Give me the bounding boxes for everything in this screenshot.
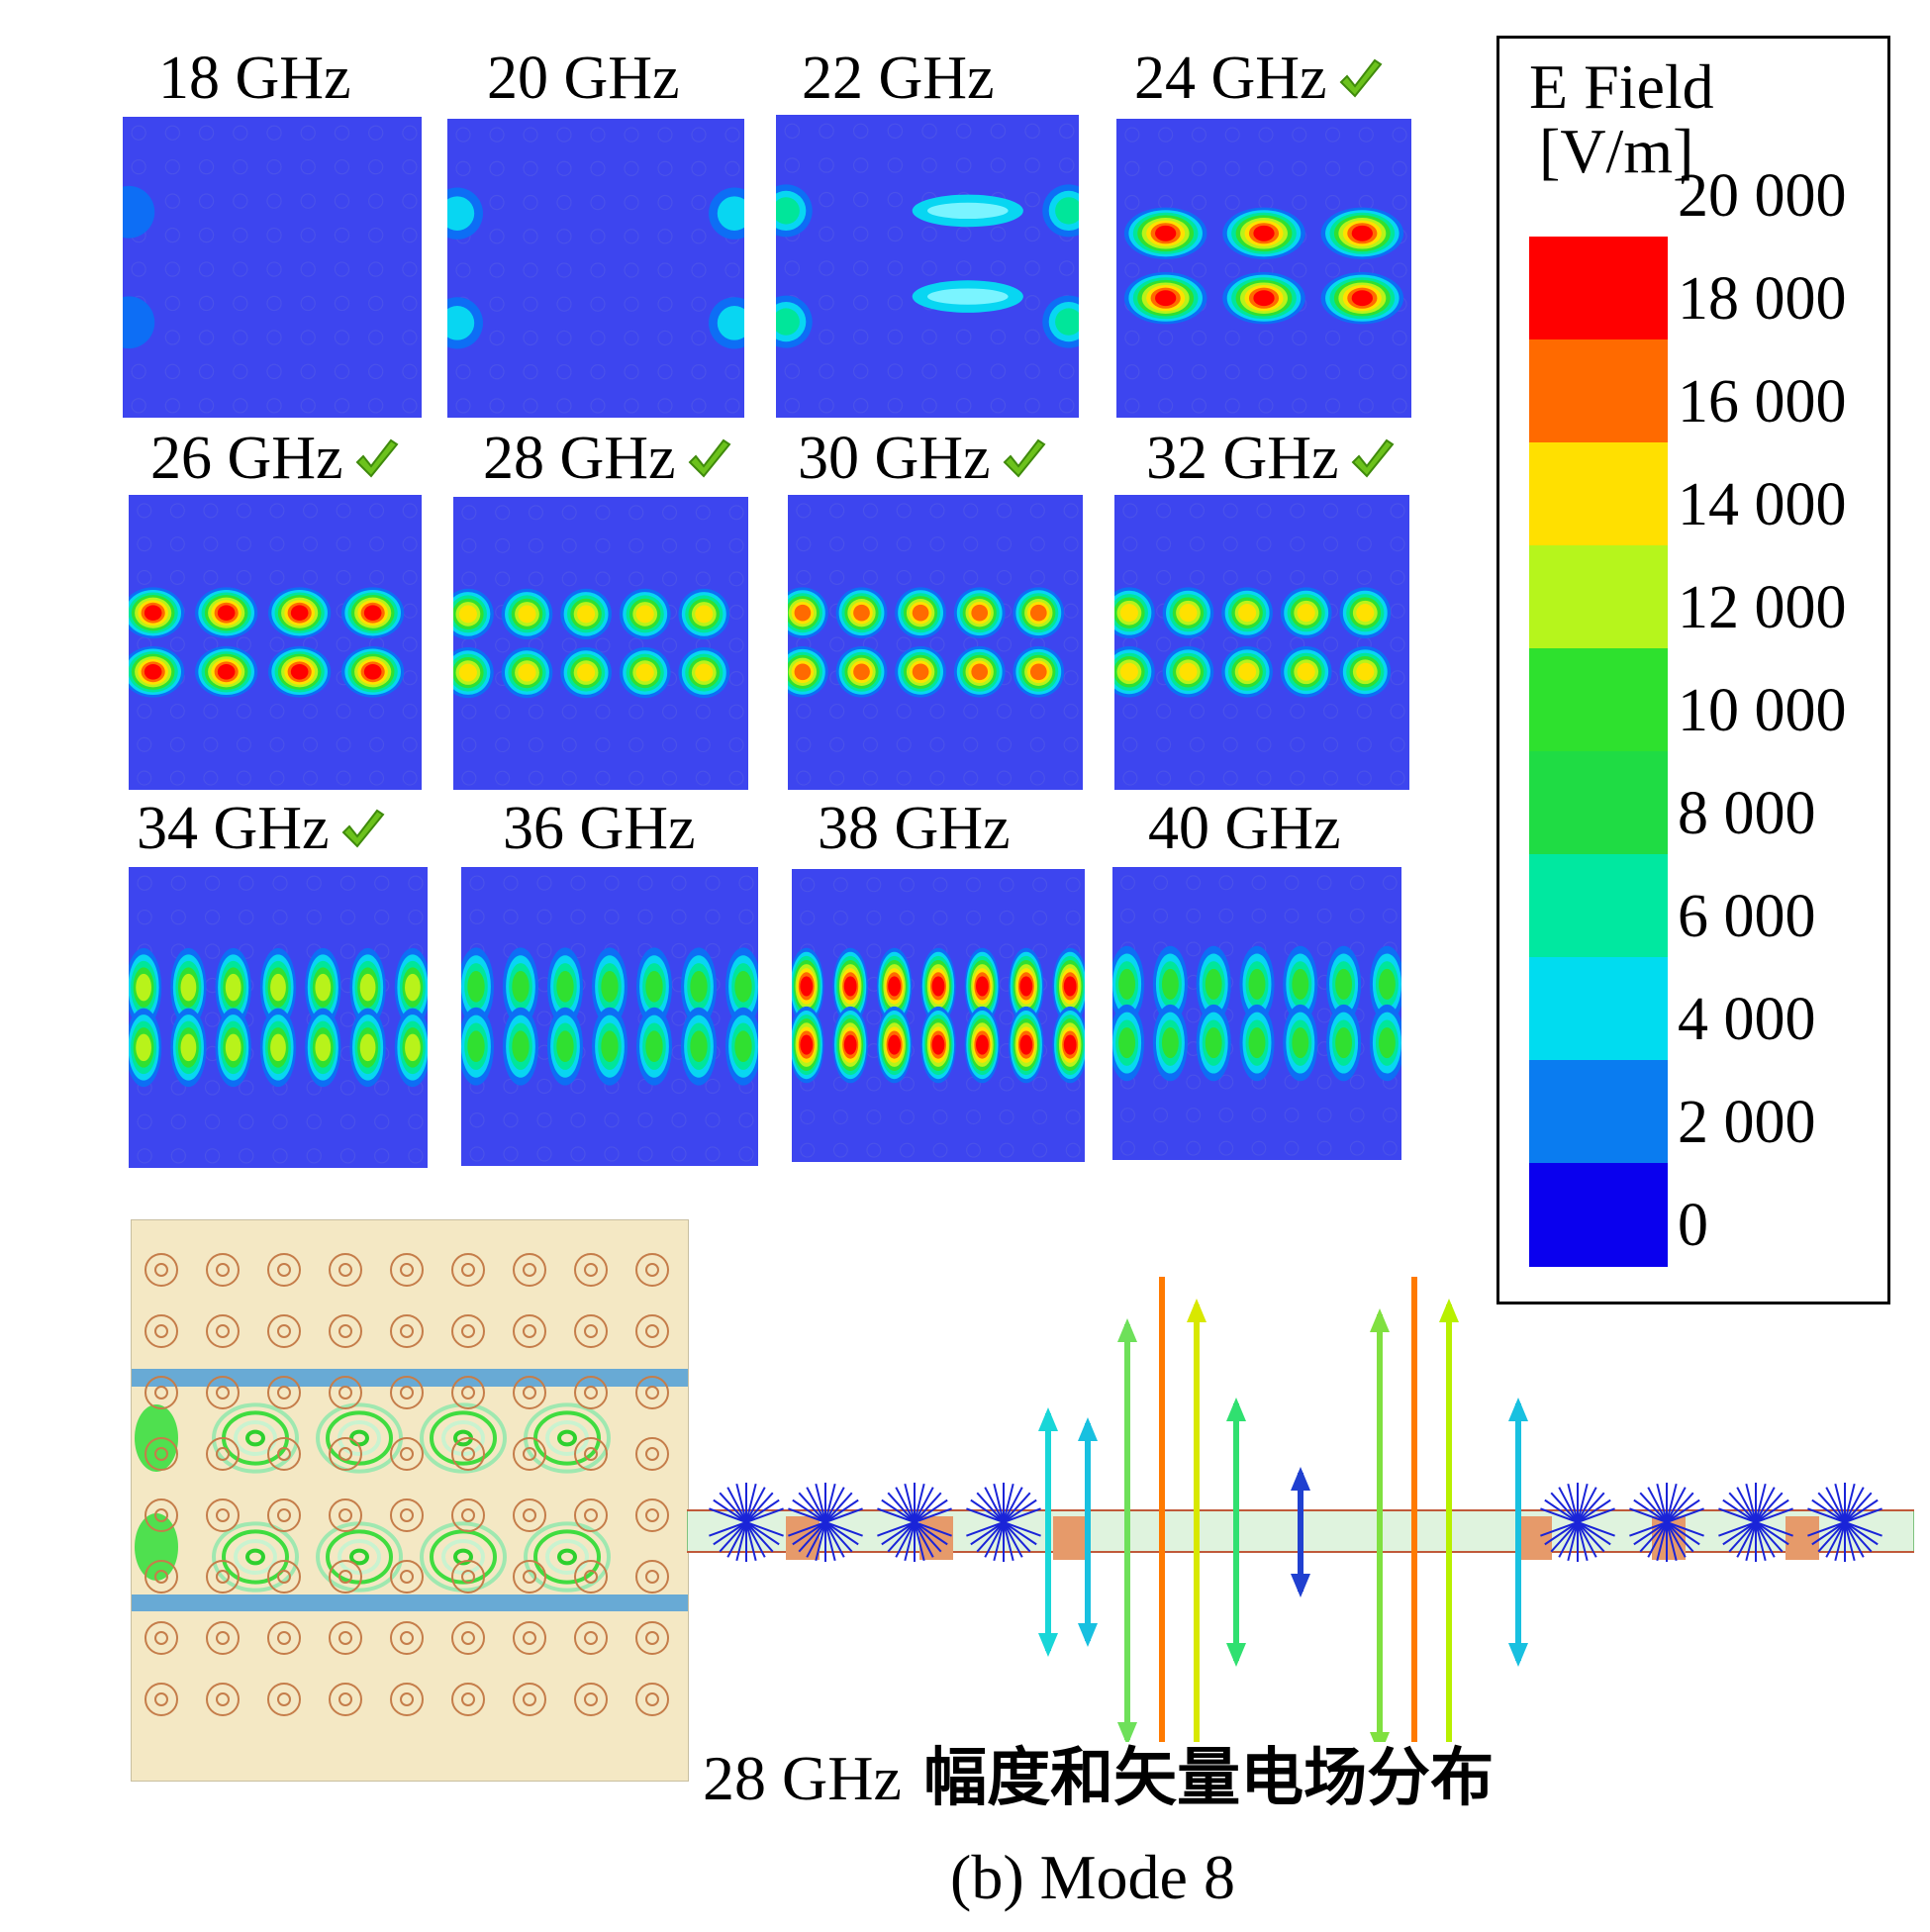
- vector-field-side-view: [686, 1249, 1915, 1815]
- legend-tick-label: 8 000: [1678, 780, 1816, 847]
- legend-tick-label: 2 000: [1678, 1089, 1816, 1156]
- legend-swatch: [1529, 751, 1668, 855]
- legend-tick-label: 10 000: [1678, 677, 1847, 744]
- freq-label-20: 20 GHz: [487, 45, 680, 112]
- legend-swatch: [1529, 854, 1668, 958]
- field-panel-26: [129, 495, 422, 790]
- freq-label-36: 36 GHz: [503, 795, 696, 862]
- freq-label-28: 28 GHz: [483, 428, 733, 493]
- legend-tick-label: 12 000: [1678, 574, 1847, 641]
- legend-swatch: [1529, 1163, 1668, 1267]
- field-panel-28: [453, 497, 748, 790]
- checkmark-icon: [353, 432, 401, 493]
- legend-swatch: [1529, 648, 1668, 752]
- legend-tick-label: 18 000: [1678, 265, 1847, 333]
- legend-tick-label: 6 000: [1678, 883, 1816, 950]
- legend-title: E Field [V/m]: [1529, 51, 1714, 187]
- freq-label-34: 34 GHz: [137, 798, 387, 863]
- freq-label-32: 32 GHz: [1146, 428, 1397, 493]
- freq-label-38: 38 GHz: [818, 795, 1011, 862]
- checkmark-icon: [1001, 432, 1048, 493]
- field-panel-22: [776, 115, 1079, 418]
- magnitude-field-panel-28ghz: [131, 1219, 689, 1782]
- legend-swatch: [1529, 339, 1668, 443]
- figure-caption: (b) Mode 8: [950, 1842, 1235, 1912]
- field-panel-34: [129, 867, 428, 1168]
- freq-label-18: 18 GHz: [158, 45, 351, 112]
- field-panel-18: [123, 117, 422, 418]
- field-panel-20: [447, 119, 744, 418]
- legend-tick-label: 4 000: [1678, 986, 1816, 1053]
- field-panel-32: [1114, 495, 1409, 790]
- legend-tick-label: 0: [1678, 1192, 1708, 1259]
- legend-tick-label: 16 000: [1678, 368, 1847, 435]
- field-panel-30: [788, 495, 1083, 790]
- legend-swatch: [1529, 237, 1668, 340]
- field-panel-24: [1116, 119, 1411, 418]
- freq-label-26: 26 GHz: [150, 428, 401, 493]
- freq-label-30: 30 GHz: [798, 428, 1048, 493]
- legend-tick-label: 20 000: [1678, 162, 1847, 230]
- field-panel-36: [461, 867, 758, 1166]
- checkmark-icon: [686, 432, 733, 493]
- freq-label-22: 22 GHz: [802, 45, 995, 112]
- checkmark-icon: [339, 802, 387, 863]
- field-panel-38: [792, 869, 1085, 1162]
- legend-swatch: [1529, 957, 1668, 1061]
- color-legend: E Field [V/m] 20 000 18 000 16 000 14 000 12…: [1496, 36, 1890, 1304]
- legend-swatch: [1529, 545, 1668, 649]
- legend-swatch: [1529, 442, 1668, 546]
- freq-label-24: 24 GHz: [1134, 48, 1385, 113]
- legend-colorbar: [1529, 237, 1668, 1267]
- legend-swatch: [1529, 1060, 1668, 1164]
- vector-field-caption: 28 GHz 幅度和矢量电场分布: [703, 1742, 1495, 1815]
- legend-tick-label: 14 000: [1678, 471, 1847, 538]
- checkmark-icon: [1349, 432, 1397, 493]
- field-panel-40: [1112, 867, 1401, 1160]
- freq-label-40: 40 GHz: [1148, 795, 1341, 862]
- checkmark-icon: [1337, 51, 1385, 113]
